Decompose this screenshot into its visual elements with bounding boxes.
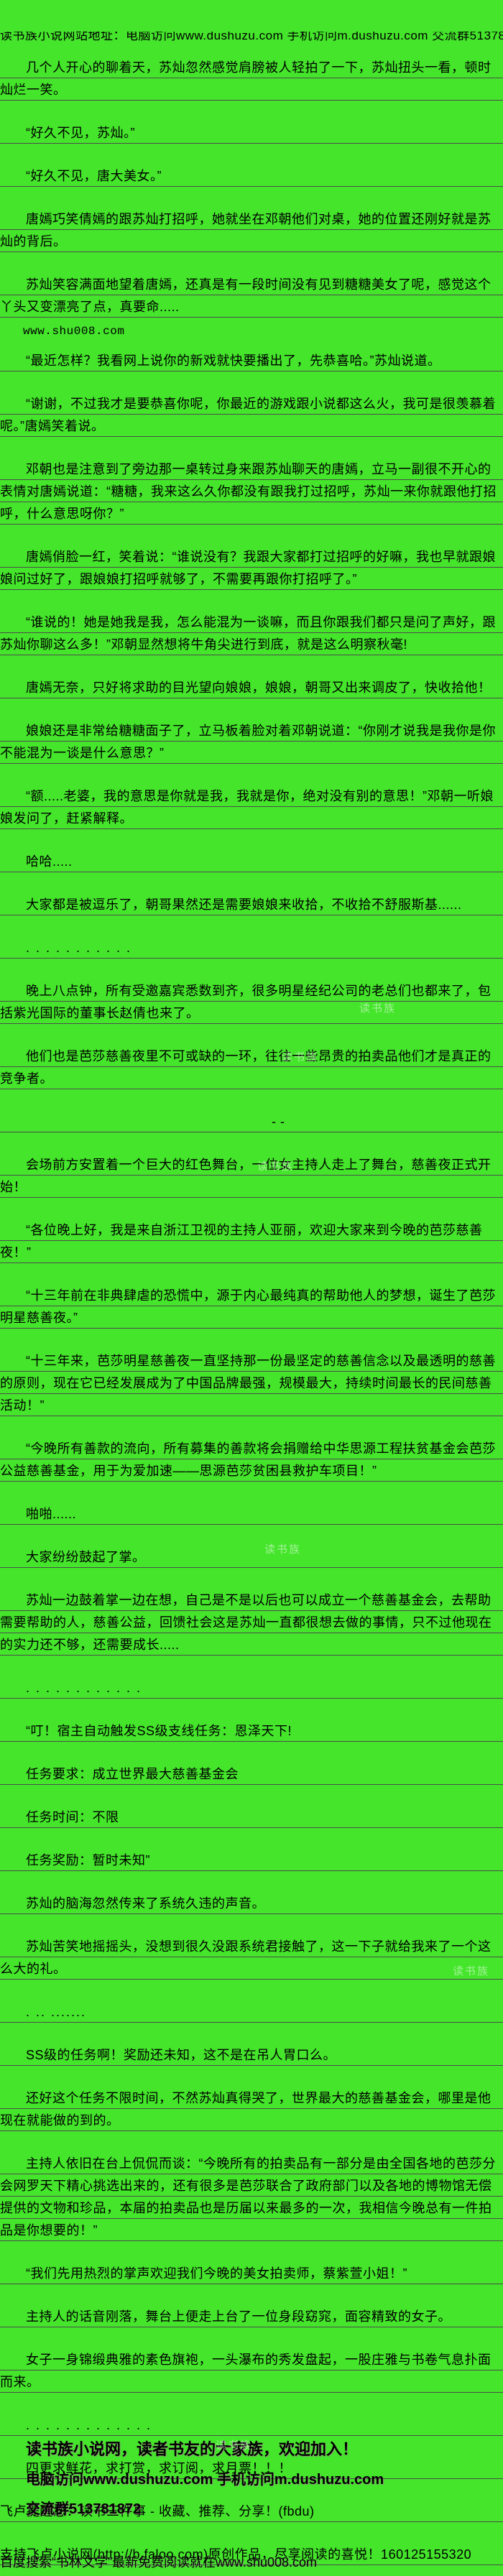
paragraph: “谁说的！她是她我是我，怎么能混为一谈嘛，而且你跟我们都只是问了声好，跟苏灿你聊… [0, 611, 503, 656]
paragraph: 大家都是被逗乐了，朝哥果然还是需要娘娘来收拾，不收拾不舒服斯基...... [0, 894, 503, 916]
paragraph: 啪啪...... [0, 1503, 503, 1525]
paragraph: “额.....老婆，我的意思是你就是我，我就是你，绝对没有别的意思！”邓朝一听娘… [0, 785, 503, 830]
paragraph: “今晚所有善款的流向，所有募集的善款将会捐赠给中华思源工程扶贫基金会芭莎公益慈善… [0, 1438, 503, 1482]
paragraph: 苏灿一边鼓着掌一边在想，自己是不是以后也可以成立一个慈善基金会，去帮助需要帮助的… [0, 1589, 503, 1656]
paragraph: . . . . . . . . . . . . . [0, 2414, 503, 2437]
footer-qq-group: 交流群513781872 [26, 2501, 142, 2517]
paragraph: 大家纷纷鼓起了掌。 [0, 1546, 503, 1569]
paragraph: 女子一身锦缎典雅的素色旗袍，一头瀑布的秀发盘起，一股庄雅与书卷气息扑面而来。 [0, 2349, 503, 2393]
paragraph: 唐嫣巧笑倩嫣的跟苏灿打招呼，她就坐在邓朝他们对桌，她的位置还刚好就是苏灿的背后。 [0, 208, 503, 253]
chapter-body: 几个人开心的聊着天，苏灿忽然感觉肩膀被人轻拍了一下，苏灿扭头一看，顿时灿烂一笑。… [0, 45, 503, 2566]
paragraph: 苏灿苦笑地摇摇头，没想到很久没跟系统君接触了，这一下子就给我来了一个这么大的礼。 [0, 1936, 503, 1980]
paragraph: “好久不见，唐大美女。” [0, 165, 503, 188]
paragraph: “谢谢，不过我才是要恭喜你呢，你最近的游戏跟小说都这么火，我可是很羡慕着呢。”唐… [0, 393, 503, 438]
paragraph: “十三年来，芭莎明星慈善夜一直坚持那一份最坚定的慈善信念以及最透明的慈善的原则，… [0, 1350, 503, 1417]
top-site-banner: 读书族小说网站地址：电脑访问www.dushuzu.com 手机访问m.dush… [0, 32, 503, 45]
paragraph: 任务时间：不限 [0, 1806, 503, 1829]
paragraph: 会场前方安置着一个巨大的红色舞台，一位女主持人走上了舞台，慈善夜正式开始！ [0, 1154, 503, 1199]
paragraph: . . . . . . . . . . . [0, 937, 503, 959]
paragraph: “十三年前在非典肆虐的恐慌中，源于内心最纯真的帮助他人的梦想，诞生了芭莎明星慈善… [0, 1285, 503, 1329]
paragraph-list: 几个人开心的聊着天，苏灿忽然感觉肩膀被人轻拍了一下，苏灿扭头一看，顿时灿烂一笑。… [0, 57, 503, 2566]
paragraph: “叮！宿主自动触发SS级支线任务：恩泽天下! [0, 1720, 503, 1742]
paragraph: 飞卢提醒您：读书三件事 - 收藏、推荐、分享！(fbdu) [0, 2501, 503, 2523]
paragraph: 主持人的话音刚落，舞台上便走上台了一位身段窈窕，面容精致的女子。 [0, 2306, 503, 2328]
paragraph: 哈哈..... [0, 851, 503, 873]
page-footer: 读书族小说网，读者书友的大家族，欢迎加入！ 电脑访问www.dushuzu.co… [0, 2440, 503, 2570]
paragraph: 四更求鲜花，求打赏，求订阅，求月票！！！ [0, 2457, 503, 2480]
footer-site-urls: 电脑访问www.dushuzu.com 手机访问m.dushuzu.com [26, 2472, 384, 2488]
paragraph: 唐嫣俏脸一红，笑着说：“谁说没有？我跟大家都打过招呼的好嘛，我也早就跟娘娘问过好… [0, 546, 503, 591]
paragraph: . .. ....... [0, 2001, 503, 2023]
paragraph: 邓朝也是注意到了旁边那一桌转过身来跟苏灿聊天的唐嫣，立马一副很不开心的表情对唐嫣… [0, 458, 503, 525]
paragraph: 还好这个任务不限时间，不然苏灿真得哭了，世界最大的慈善基金会，哪里是他现在就能做… [0, 2087, 503, 2132]
paragraph: 任务要求：成立世界最大慈善基金会 [0, 1763, 503, 1786]
paragraph: 任务奖励：暂时未知” [0, 1850, 503, 1872]
paragraph: 唐嫣无奈，只好将求助的目光望向娘娘，娘娘，朝哥又出来调皮了，快收拾他！ [0, 677, 503, 699]
paragraph: 主持人依旧在台上侃侃而谈：“今晚所有的拍卖品有一部分是由全国各地的芭莎分会网罗天… [0, 2153, 503, 2242]
footer-baidu-search-line: 百度搜索“书林文学”最新免费阅读就在www.shu008.com [0, 2555, 318, 2570]
paragraph: “各位晚上好，我是来自浙江卫视的主持人亚丽，欢迎大家来到今晚的芭莎慈善夜！” [0, 1219, 503, 1264]
paragraph: “我们先用热烈的掌声欢迎我们今晚的美女拍卖师，蔡紫萱小姐！” [0, 2263, 503, 2285]
paragraph: 支持飞卢小说网(http://b.faloo.com)原创作品，尽享阅读的喜悦！… [0, 2544, 503, 2566]
paragraph: - - [0, 1111, 503, 1133]
paragraph: www.shu008.com [23, 325, 125, 338]
top-site-banner-text: 读书族小说网站地址：电脑访问www.dushuzu.com 手机访问m.dush… [0, 32, 503, 42]
footer-join-line: 读书族小说网，读者书友的大家族，欢迎加入！ [26, 2440, 359, 2458]
paragraph: “好久不见，苏灿。” [0, 122, 503, 144]
paragraph: 娘娘还是非常给糖糖面子了，立马板着脸对着邓朝说道：“你刚才说我是我你是你不能混为… [0, 720, 503, 765]
paragraph: SS级的任务啊！奖励还未知，这不是在吊人胃口么。 [0, 2044, 503, 2067]
paragraph: 晚上八点钟，所有受邀嘉宾悉数到齐，很多明星经纪公司的老总们也都来了，包括紫光国际… [0, 980, 503, 1025]
paragraph: 苏灿笑容满面地望着唐嫣，还真是有一段时间没有见到糖糖美女了呢，感觉这个丫头又变漂… [0, 274, 503, 318]
paragraph: “最近怎样？我看网上说你的新戏就快要播出了，先恭喜哈。”苏灿说道。 [0, 350, 503, 372]
paragraph: 他们也是芭莎慈善夜里不可或缺的一环，往往一些昂贵的拍卖品他们才是真正的竞争者。 [0, 1045, 503, 1090]
paragraph: . . . . . . . . . . . . [0, 1677, 503, 1699]
paragraph: 几个人开心的聊着天，苏灿忽然感觉肩膀被人轻拍了一下，苏灿扭头一看，顿时灿烂一笑。 [0, 57, 503, 101]
paragraph: 苏灿的脑海忽然传来了系统久违的声音。 [0, 1893, 503, 1915]
